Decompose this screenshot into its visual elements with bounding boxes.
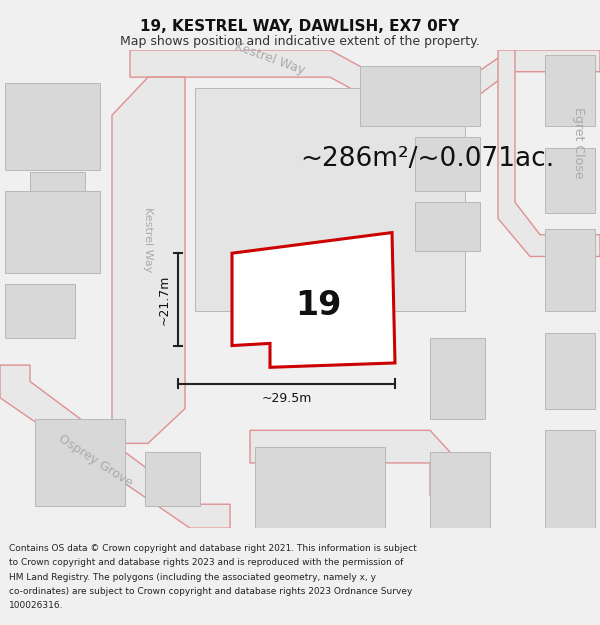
Text: ~29.5m: ~29.5m (262, 392, 311, 406)
Bar (5, 191, 100, 272)
Polygon shape (130, 50, 600, 131)
Text: Osprey Grove: Osprey Grove (56, 432, 134, 489)
Bar (35, 419, 125, 506)
Bar (360, 66, 480, 126)
Text: co-ordinates) are subject to Crown copyright and database rights 2023 Ordnance S: co-ordinates) are subject to Crown copyr… (9, 587, 412, 596)
Text: to Crown copyright and database rights 2023 and is reproduced with the permissio: to Crown copyright and database rights 2… (9, 558, 403, 567)
Text: 100026316.: 100026316. (9, 601, 64, 610)
Text: HM Land Registry. The polygons (including the associated geometry, namely x, y: HM Land Registry. The polygons (includin… (9, 572, 376, 581)
Bar (545, 56, 595, 126)
Bar (545, 332, 595, 409)
Bar (545, 431, 595, 528)
Text: 19: 19 (295, 289, 341, 322)
Bar (255, 447, 385, 528)
Text: ~21.7m: ~21.7m (157, 274, 170, 324)
Polygon shape (250, 431, 460, 496)
Polygon shape (0, 365, 230, 528)
Text: Kestrel Way: Kestrel Way (143, 208, 153, 273)
Polygon shape (112, 77, 185, 443)
Bar (5, 82, 100, 169)
Bar (415, 137, 480, 191)
Text: ~286m²/~0.071ac.: ~286m²/~0.071ac. (300, 146, 554, 172)
Bar (30, 172, 85, 213)
Text: Egret Close: Egret Close (571, 107, 584, 178)
Text: Map shows position and indicative extent of the property.: Map shows position and indicative extent… (120, 35, 480, 48)
Bar (415, 202, 480, 251)
Polygon shape (232, 232, 395, 368)
Bar (545, 148, 595, 213)
Bar (430, 452, 490, 528)
Text: Contains OS data © Crown copyright and database right 2021. This information is : Contains OS data © Crown copyright and d… (9, 544, 417, 552)
Bar (5, 284, 75, 338)
Bar (145, 452, 200, 506)
Bar (195, 88, 465, 311)
Text: 19, KESTREL WAY, DAWLISH, EX7 0FY: 19, KESTREL WAY, DAWLISH, EX7 0FY (140, 19, 460, 34)
Bar (545, 229, 595, 311)
Polygon shape (498, 50, 600, 256)
Text: Kestrel Way: Kestrel Way (233, 40, 307, 78)
Bar (430, 338, 485, 419)
